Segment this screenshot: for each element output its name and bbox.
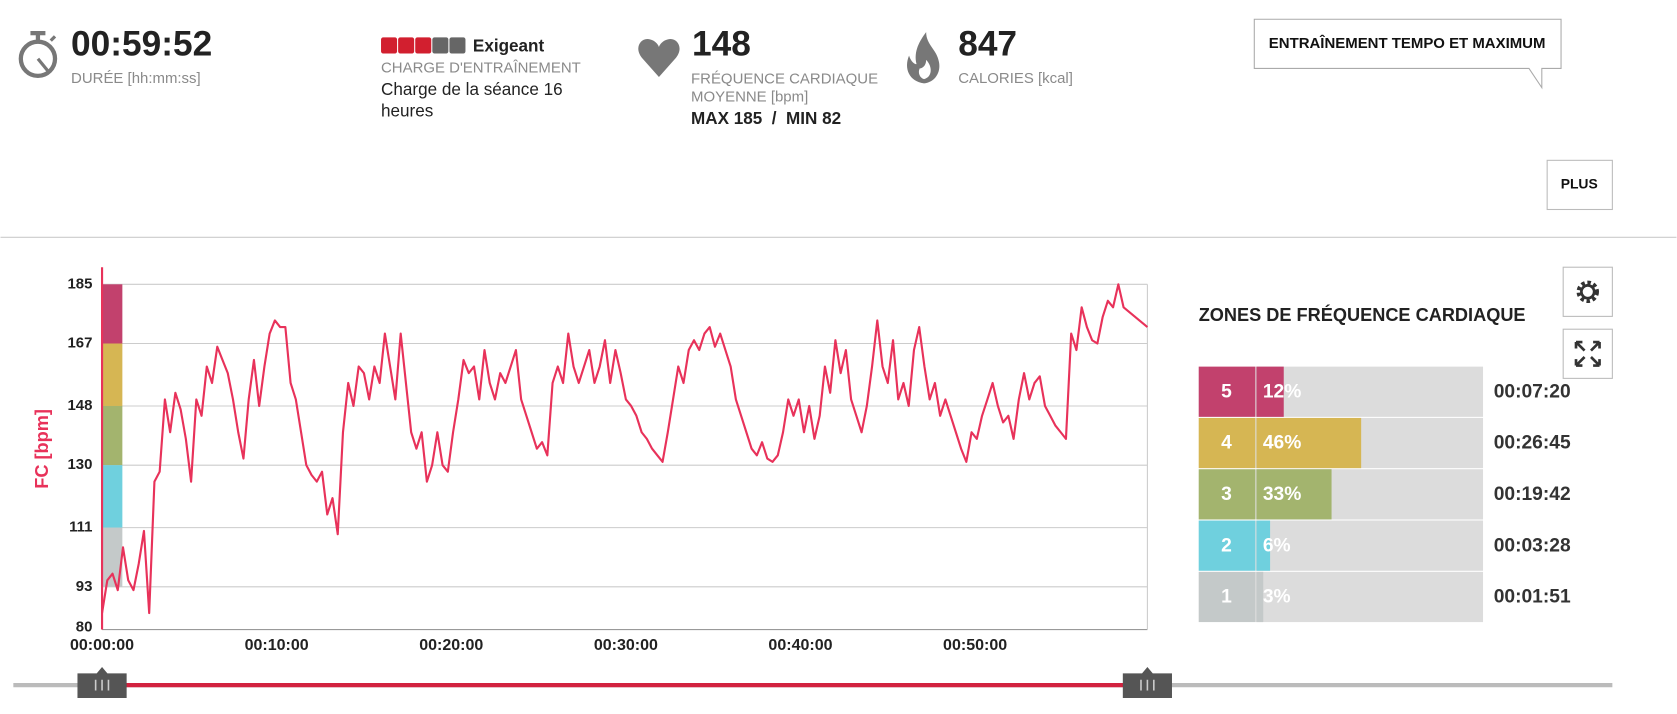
settings-button[interactable]: [1562, 266, 1613, 317]
tag-bubble[interactable]: [1253, 18, 1562, 90]
zone-percent: 33%: [1263, 484, 1301, 505]
y-tick-label: 167: [67, 334, 92, 351]
load-name: Exigeant: [473, 37, 545, 56]
slider-handle-right[interactable]: [1122, 666, 1172, 698]
y-tick-label: 130: [67, 456, 92, 473]
slider-handle-left[interactable]: [77, 666, 127, 698]
stopwatch-icon: [18, 30, 58, 79]
x-tick-label: 00:20:00: [419, 636, 483, 654]
hr-label: FRÉQUENCE CARDIAQUE MOYENNE [bpm]: [690, 69, 879, 105]
zone-percent: 6%: [1263, 535, 1291, 556]
expand-button[interactable]: [1562, 328, 1613, 379]
zone-cell: [1198, 417, 1256, 469]
flame-icon: [907, 32, 940, 84]
gear-icon: [1576, 280, 1599, 304]
zone-band: [102, 405, 123, 466]
zone-band: [102, 465, 123, 528]
hr-label-box: FRÉQUENCE CARDIAQUE MOYENNE [bpm]: [690, 69, 879, 105]
tag-text: ENTRAÎNEMENT TEMPO ET MAXIMUM: [1269, 34, 1546, 52]
x-tick-label: 00:50:00: [943, 636, 1007, 654]
y-tick-label: 185: [67, 275, 92, 292]
expand-icon: [1574, 340, 1601, 367]
zone-time: 00:19:42: [1494, 484, 1571, 505]
load-square: [398, 37, 415, 54]
y-tick-label: 80: [76, 618, 93, 635]
zone-track: [1255, 571, 1484, 623]
range-slider[interactable]: [13, 666, 1613, 698]
load-squares: [381, 37, 466, 54]
x-tick-label: 00:10:00: [245, 636, 309, 654]
zone-cell: [1198, 520, 1256, 571]
zone-band: [102, 284, 123, 344]
zone-band: [102, 343, 123, 406]
load-label: CHARGE D'ENTRAÎNEMENT: [381, 59, 581, 76]
calories: 847: [958, 24, 1017, 63]
zone-number: 4: [1221, 433, 1232, 454]
zone-time: 00:07:20: [1494, 381, 1571, 402]
zone-percent: 3%: [1263, 587, 1291, 608]
load-square: [381, 37, 398, 54]
load-text: Charge de la séance 16 heures: [381, 81, 563, 121]
zone-time: 00:01:51: [1494, 587, 1571, 608]
hr-range: MAX 185 / MIN 82: [691, 109, 841, 128]
x-tick-label: 00:00:00: [70, 636, 134, 654]
hr-avg: 148: [692, 24, 751, 63]
heart-icon: [638, 38, 680, 77]
load-square: [415, 37, 432, 54]
zone-cell: [1198, 571, 1256, 623]
load-text-box: Charge de la séance 16 heures: [381, 81, 563, 121]
load-square: [432, 37, 449, 54]
more-button[interactable]: [1546, 159, 1613, 211]
y-tick-label: 111: [69, 519, 92, 536]
zones-title: ZONES DE FRÉQUENCE CARDIAQUE: [1199, 304, 1526, 325]
hr-line: [100, 283, 1149, 615]
zone-bar: [1256, 571, 1264, 623]
zone-time: 00:03:28: [1494, 535, 1571, 556]
zone-bar: [1256, 366, 1284, 417]
x-tick-label: 00:30:00: [594, 636, 658, 654]
duration-label: DURÉE [hh:mm:ss]: [71, 70, 201, 87]
more-text: PLUS: [1561, 176, 1598, 192]
zone-time: 00:26:45: [1494, 433, 1571, 454]
zone-track: [1255, 366, 1484, 417]
load-square: [449, 37, 466, 54]
duration: 00:59:52: [71, 24, 212, 63]
zone-percent: 46%: [1263, 433, 1301, 454]
zone-cell: [1198, 469, 1256, 520]
zone-bar: [1256, 469, 1332, 520]
zone-percent: 12%: [1263, 381, 1301, 402]
zone-number: 5: [1221, 381, 1232, 402]
y-axis-label: FC [bpm]: [32, 409, 52, 489]
zone-number: 3: [1221, 484, 1232, 505]
zones-panel: 5 12% 00:07:20 4 46% 00:26:45 3 33% 00:19:42 2 6% 0…: [1198, 366, 1571, 623]
zone-bar: [1256, 520, 1271, 571]
y-tick-label: 148: [67, 397, 92, 414]
y-tick-label: 93: [76, 578, 93, 595]
hr-chart: 80 93 111 130 148 167 185 00:00:00 00:10:00 00:20…: [32, 267, 1149, 654]
zone-cell: [1198, 366, 1256, 417]
zone-band: [102, 527, 123, 587]
zone-number: 1: [1221, 587, 1232, 608]
zone-number: 2: [1221, 535, 1232, 556]
x-tick-label: 00:40:00: [768, 636, 832, 654]
calories-label: CALORIES [kcal]: [958, 70, 1073, 87]
zone-bar: [1256, 417, 1362, 469]
zone-track: [1255, 520, 1484, 571]
